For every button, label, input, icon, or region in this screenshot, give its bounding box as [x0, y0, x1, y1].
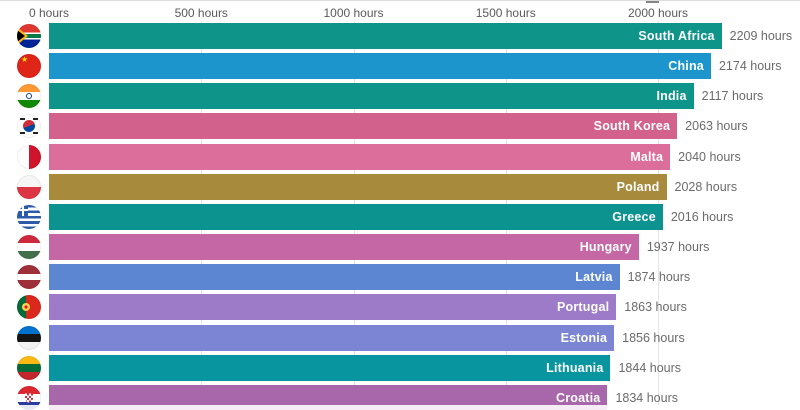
bar-south-korea: South Korea	[49, 113, 678, 140]
value-label-latvia: 1874 hours	[627, 270, 691, 285]
country-label-south-korea: South Korea	[593, 119, 671, 134]
flag-greece-icon	[17, 204, 41, 229]
bottom-fade-overlay	[0, 405, 800, 410]
bar-row-latvia: Latvia 1874 hours	[0, 264, 800, 291]
bar-row-portugal: Portugal 1863 hours	[0, 294, 800, 321]
country-label-lithuania: Lithuania	[546, 360, 604, 375]
flag-poland-icon	[17, 174, 41, 199]
value-label-greece: 2016 hours	[670, 209, 734, 224]
country-label-poland: Poland	[616, 179, 660, 194]
flag-portugal-icon	[17, 295, 41, 320]
value-label-portugal: 1863 hours	[624, 300, 687, 315]
bar-row-estonia: Estonia 1856 hours	[0, 324, 800, 351]
bar-south-africa: South Africa	[49, 23, 722, 49]
bar-row-malta: Malta 2040 hours	[0, 143, 800, 170]
bar-poland: Poland	[49, 173, 667, 200]
bar-row-india: India 2117 hours	[0, 83, 800, 110]
flag-south-africa-icon	[17, 24, 41, 48]
value-label-estonia: 1856 hours	[622, 330, 685, 345]
value-label-hungary: 1937 hours	[646, 240, 710, 255]
value-label-south-africa: 2209 hours	[729, 29, 793, 43]
country-label-latvia: Latvia	[575, 270, 613, 285]
country-label-greece: Greece	[612, 209, 656, 224]
country-label-south-africa: South Africa	[638, 29, 715, 43]
bar-portugal: Portugal	[49, 294, 617, 321]
bar-row-greece: Greece 2016 hours	[0, 203, 800, 230]
cropped-edge-artifact	[646, 1, 659, 3]
axis-tick-500: 500 hours	[174, 6, 228, 20]
value-label-china: 2174 hours	[718, 59, 782, 74]
axis-tick-2000: 2000 hours	[627, 6, 689, 20]
value-label-poland: 2028 hours	[674, 179, 738, 194]
bar-row-hungary: Hungary 1937 hours	[0, 234, 800, 261]
x-axis: 0 hours 500 hours 1000 hours 1500 hours 2000…	[0, 6, 800, 22]
value-label-south-korea: 2063 hours	[685, 119, 748, 134]
country-label-croatia: Croatia	[555, 390, 601, 405]
bar-greece: Greece	[49, 203, 663, 230]
value-label-croatia: 1834 hours	[615, 390, 678, 405]
bar-lithuania: Lithuania	[49, 354, 611, 381]
country-label-china: China	[668, 59, 704, 74]
country-label-estonia: Estonia	[560, 330, 608, 345]
bar-india: India	[49, 83, 694, 110]
flag-china-icon	[17, 54, 41, 79]
bar-row-poland: Poland 2028 hours	[0, 173, 800, 200]
axis-tick-0: 0 hours	[28, 6, 70, 20]
bar-row-south-africa: South Africa 2209 hours	[0, 23, 800, 49]
value-label-india: 2117 hours	[701, 89, 764, 104]
axis-tick-1500: 1500 hours	[475, 6, 536, 20]
flag-india-icon	[17, 84, 41, 109]
bar-latvia: Latvia	[49, 264, 620, 291]
value-label-malta: 2040 hours	[678, 149, 741, 164]
bar-estonia: Estonia	[49, 324, 615, 351]
country-label-malta: Malta	[630, 149, 664, 164]
bar-china: China	[49, 53, 711, 80]
country-label-hungary: Hungary	[579, 240, 632, 255]
country-label-portugal: Portugal	[556, 300, 610, 315]
flag-south-korea-icon	[17, 114, 41, 139]
bar-row-china: China 2174 hours	[0, 53, 800, 80]
axis-tick-1000: 1000 hours	[323, 6, 384, 20]
flag-malta-icon	[17, 144, 41, 169]
country-label-india: India	[656, 89, 687, 104]
bar-malta: Malta	[49, 143, 671, 170]
bar-row-south-korea: South Korea 2063 hours	[0, 113, 800, 140]
bar-hungary: Hungary	[49, 234, 639, 261]
flag-latvia-icon	[17, 265, 41, 290]
flag-estonia-icon	[17, 325, 41, 350]
flag-lithuania-icon	[17, 355, 41, 380]
flag-hungary-icon	[17, 235, 41, 260]
bar-row-lithuania: Lithuania 1844 hours	[0, 354, 800, 381]
value-label-lithuania: 1844 hours	[618, 360, 682, 375]
